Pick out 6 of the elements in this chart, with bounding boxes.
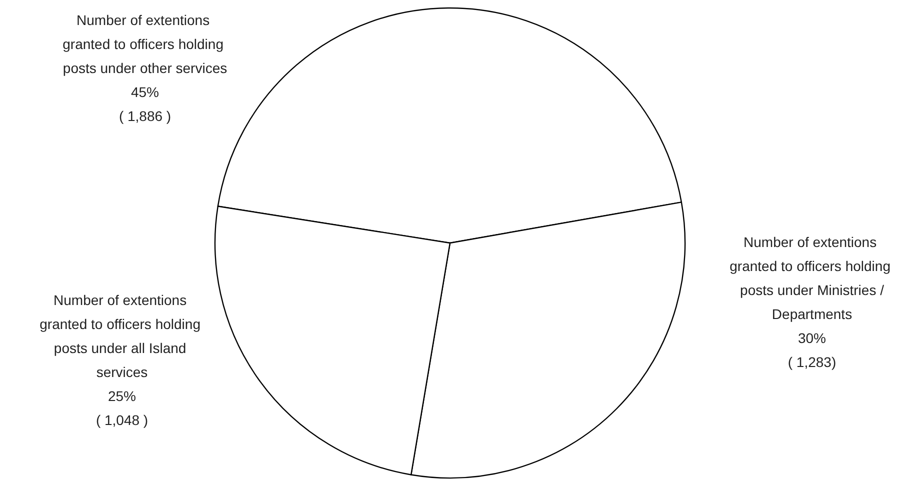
slice-label: Number of extentions granted to officers holding posts under Ministries /Departments <box>730 234 894 322</box>
data-label: 45% ( 1,886 ) <box>118 84 172 124</box>
data-label: 30% ( 1,283) <box>788 330 836 370</box>
data-label: 25% ( 1,048 ) <box>96 388 148 428</box>
slice-label: Number of extentions granted to officers holding posts under all Island services <box>40 292 204 380</box>
slice-label: Number of extentions granted to officers holding posts under other services <box>62 12 228 76</box>
